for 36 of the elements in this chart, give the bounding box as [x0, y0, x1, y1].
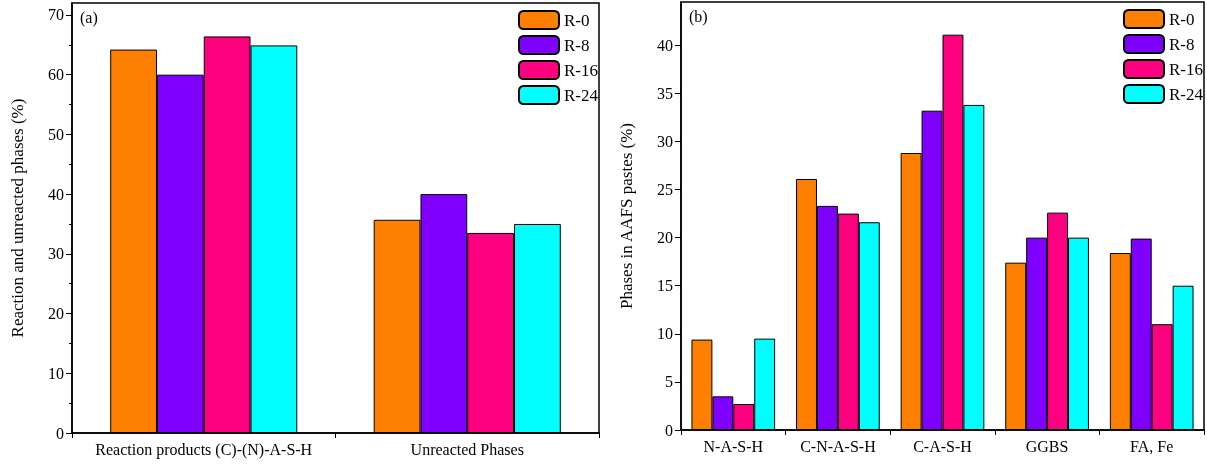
x-tick-label: FA, Fe — [1130, 437, 1174, 455]
y-tick-label: 20 — [48, 305, 64, 323]
annotation: (a) — [80, 8, 98, 27]
annotation: (b) — [689, 7, 708, 26]
y-tick-label: 40 — [48, 185, 64, 203]
y-tick-label: 60 — [48, 66, 64, 84]
y-tick-label: 25 — [657, 181, 673, 199]
y-tick-label: 40 — [657, 36, 673, 54]
legend-label: R-8 — [1169, 34, 1195, 54]
legend-label: R-16 — [1169, 59, 1203, 79]
x-tick-label: C-A-S-H — [913, 437, 973, 455]
x-tick-label: Reaction products (C)-(N)-A-S-H — [95, 440, 313, 459]
x-tick-label: N-A-S-H — [703, 437, 764, 455]
y-tick-label: 70 — [48, 6, 64, 24]
y-axis-title: Reaction and unreacted phases (%) — [8, 98, 27, 338]
y-tick-label: 0 — [665, 421, 673, 439]
legend-label: R-8 — [564, 35, 590, 55]
y-tick-label: 5 — [665, 373, 673, 391]
y-tick-label: 35 — [657, 84, 673, 102]
x-tick-label: Unreacted Phases — [410, 440, 524, 458]
y-tick-label: 30 — [657, 132, 673, 150]
y-tick-label: 30 — [48, 245, 64, 263]
legend-label: R-16 — [564, 60, 598, 80]
x-tick-label: C-N-A-S-H — [800, 437, 877, 455]
y-tick-label: 0 — [56, 424, 64, 442]
x-tick-label: GGBS — [1025, 437, 1069, 455]
legend-label: R-0 — [1169, 9, 1195, 29]
y-tick-label: 10 — [48, 364, 64, 382]
y-axis-title: Phases in AAFS pastes (%) — [617, 122, 636, 310]
legend-label: R-0 — [564, 10, 590, 30]
legend-label: R-24 — [564, 85, 599, 105]
y-tick-label: 10 — [657, 325, 673, 343]
y-tick-label: 20 — [657, 229, 673, 247]
legend-label: R-24 — [1169, 84, 1204, 104]
y-tick-label: 50 — [48, 125, 64, 143]
y-tick-label: 15 — [657, 277, 673, 295]
